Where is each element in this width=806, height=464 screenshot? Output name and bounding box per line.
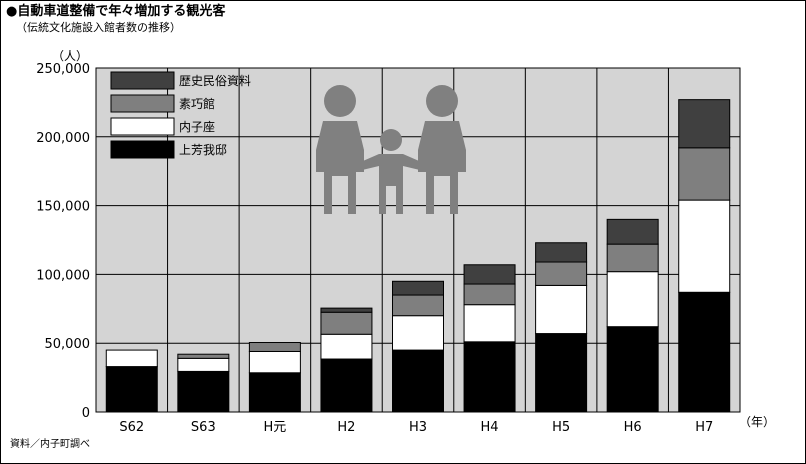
bar-segment xyxy=(678,99,731,149)
chart-subtitle: （伝統文化施設入館者数の推移） xyxy=(16,21,181,34)
y-tick-label: 250,000 xyxy=(36,62,90,77)
bar-segment xyxy=(606,218,659,245)
bar-segment xyxy=(535,284,588,335)
bar-segment xyxy=(535,242,588,263)
y-tick-label: 200,000 xyxy=(36,131,90,146)
bar-segment xyxy=(678,291,731,413)
bar-segment xyxy=(463,304,516,343)
y-tick-label: 100,000 xyxy=(36,268,90,283)
bar-segment xyxy=(463,283,516,306)
x-tick-label: H2 xyxy=(337,420,355,435)
legend-label: 内子座 xyxy=(179,119,215,134)
family-icon xyxy=(316,85,466,214)
x-axis: S62 S63 H元 H2 H3 H4 H5 H6 H7 xyxy=(119,420,713,435)
bar-segment xyxy=(320,333,373,360)
bar-segment xyxy=(392,294,444,317)
legend-swatch xyxy=(110,140,175,159)
bar-segment xyxy=(392,315,444,351)
legend-label: 素巧館 xyxy=(179,96,215,111)
x-tick-label: H3 xyxy=(409,420,427,435)
source-note: 資料／内子町調べ xyxy=(10,439,90,450)
legend-swatch xyxy=(110,117,175,136)
y-tick-label: 150,000 xyxy=(36,200,90,215)
bar-segment xyxy=(606,326,659,413)
bar-segment xyxy=(463,341,516,413)
y-tick-label: 50,000 xyxy=(45,337,91,352)
bar-segment xyxy=(606,243,659,273)
legend-label: 上芳我邸 xyxy=(179,143,227,157)
bar-segment xyxy=(177,357,230,372)
x-tick-label: S62 xyxy=(119,420,144,435)
bar-segment xyxy=(678,199,731,293)
bar-segment xyxy=(320,307,373,313)
bar-segment xyxy=(606,271,659,328)
bar-segment xyxy=(177,370,230,413)
bar-segment xyxy=(535,333,588,413)
bar-segment xyxy=(105,349,158,368)
x-tick-label: H7 xyxy=(695,420,713,435)
bar-segment xyxy=(392,349,444,413)
bar-segment xyxy=(535,261,588,286)
x-tick-label: H6 xyxy=(624,420,642,435)
x-tick-label: S63 xyxy=(191,420,216,435)
bar-segment xyxy=(678,147,731,201)
bar-segment xyxy=(248,350,301,374)
chart-title: ●自動車道整備で年々増加する観光客 xyxy=(6,4,226,19)
legend-swatch xyxy=(110,94,175,113)
bar-segment xyxy=(320,358,373,413)
bars-group xyxy=(105,99,731,413)
legend-label: 歴史民俗資料 xyxy=(179,74,251,88)
y-axis-unit: （人） xyxy=(52,49,88,63)
y-axis: 0 50,000 100,000 150,000 200,000 250,000 xyxy=(36,62,90,421)
y-tick-label: 0 xyxy=(82,406,90,421)
bar-segment xyxy=(392,280,444,296)
x-tick-label: H4 xyxy=(481,420,499,435)
bar-segment xyxy=(177,353,230,359)
bar-segment xyxy=(248,372,301,413)
bar-segment xyxy=(105,366,158,413)
x-tick-label: H5 xyxy=(552,420,570,435)
bar-segment xyxy=(463,264,516,285)
bar-segment xyxy=(320,311,373,335)
x-axis-unit: （年） xyxy=(739,415,775,429)
bar-segment xyxy=(248,342,301,352)
grid-lines xyxy=(96,67,740,412)
legend-swatch xyxy=(110,71,175,90)
x-tick-label: H元 xyxy=(263,420,286,435)
